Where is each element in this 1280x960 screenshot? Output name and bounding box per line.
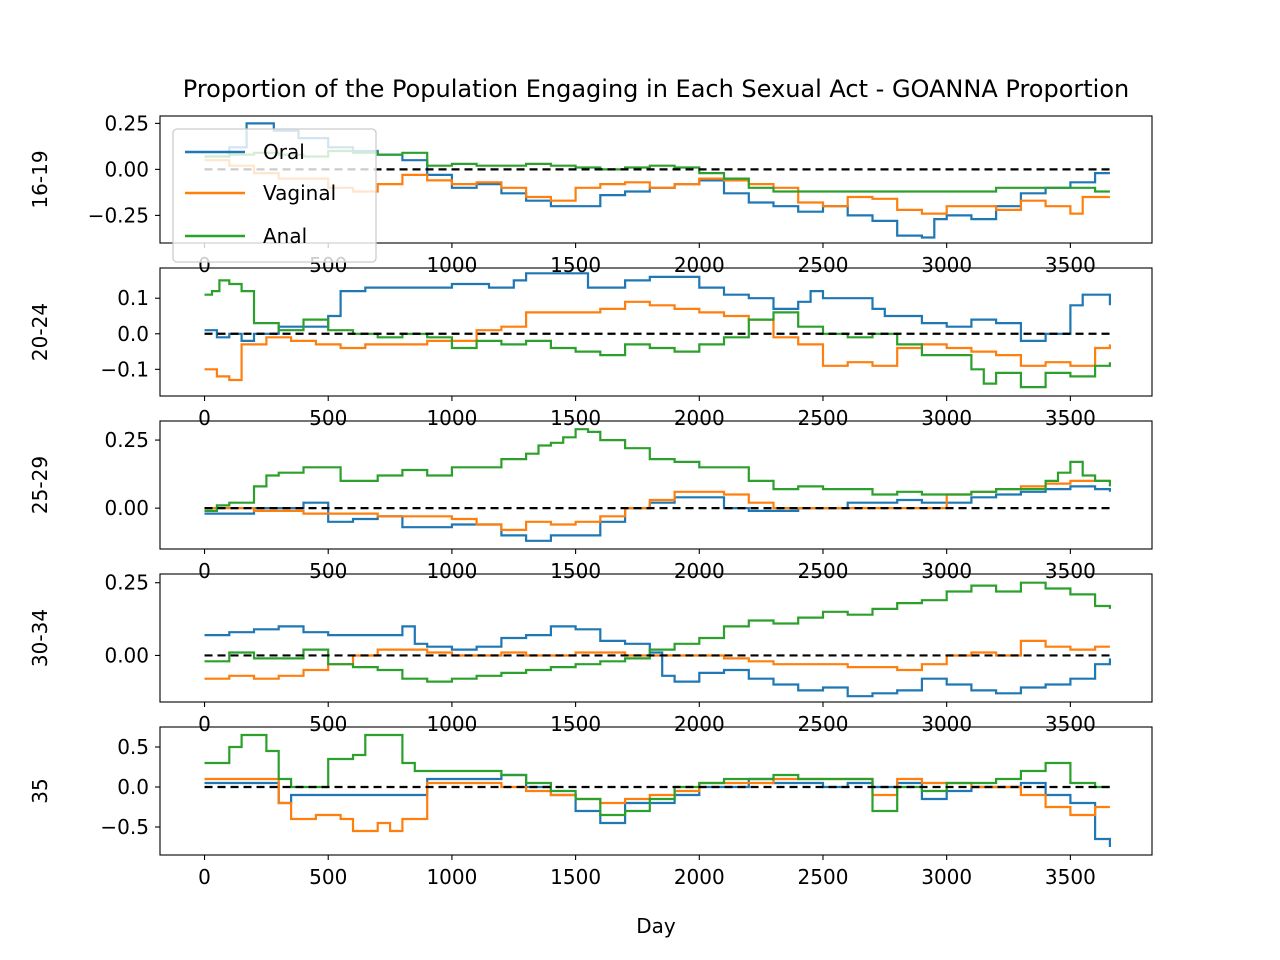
y-axis-label-20-24: 20-24 xyxy=(28,303,52,361)
legend-label-anal: Anal xyxy=(263,224,307,248)
y-tick-label-25-29: 0.00 xyxy=(104,496,149,520)
y-tick-label-16-19: −0.25 xyxy=(88,203,149,227)
subplot-20-24: 0 500 1000 1500 2000 2500 3000 3500 0.1 0.0 −0.1 20… xyxy=(28,267,1153,430)
subplot-16-19: 0 500 1000 1500 2000 2500 3000 35000.250.00−0.2… xyxy=(28,111,1153,277)
plot-area-30-34 xyxy=(204,581,1111,698)
x-tick-label-16-19: 2500 xyxy=(798,253,849,277)
x-tick-label-16-19: 3000 xyxy=(921,253,972,277)
x-tick-label-20-24: 500 xyxy=(309,406,347,430)
x-tick-label-30-34: 3000 xyxy=(921,712,972,736)
x-tick-label-25-29: 1000 xyxy=(426,559,477,583)
x-tick-label-30-34: 2000 xyxy=(674,712,725,736)
axes-frame-30-34 xyxy=(159,573,1153,703)
x-tick-label-30-34: 1500 xyxy=(550,712,601,736)
x-tick-label-35: 1500 xyxy=(550,865,601,889)
x-tick-label-20-24: 3500 xyxy=(1045,406,1096,430)
x-tick-label-20-24: 3000 xyxy=(921,406,972,430)
x-tick-label-35: 500 xyxy=(309,865,347,889)
plot-area-20-24 xyxy=(204,272,1111,389)
legend-label-oral: Oral xyxy=(263,140,305,164)
figure-title: Proportion of the Population Engaging in… xyxy=(183,75,1129,103)
x-tick-label-30-34: 500 xyxy=(309,712,347,736)
x-tick-label-35: 3000 xyxy=(921,865,972,889)
y-tick-label-20-24: −0.1 xyxy=(100,357,149,381)
legend: Oral Vaginal Anal xyxy=(172,128,377,263)
series-line-vaginal-20-24 xyxy=(204,300,1111,382)
plot-area-35 xyxy=(204,733,1111,847)
subplot-25-29: 0 500 1000 1500 2000 2500 3000 3500 0.25 0.00 25-2… xyxy=(28,420,1153,583)
x-tick-label-25-29: 3000 xyxy=(921,559,972,583)
y-axis-label-35: 35 xyxy=(28,778,52,803)
y-tick-label-25-29: 0.25 xyxy=(104,428,149,452)
x-tick-label-35: 3500 xyxy=(1045,865,1096,889)
subplots: 0 500 1000 1500 2000 2500 3000 35000.250.00−0.2… xyxy=(28,111,1153,889)
x-tick-label-25-29: 2500 xyxy=(798,559,849,583)
axes-frame-16-19 xyxy=(159,115,1153,244)
y-tick-label-35: 0.0 xyxy=(117,775,149,799)
x-tick-label-35: 2000 xyxy=(674,865,725,889)
series-line-oral-25-29 xyxy=(204,485,1111,542)
y-tick-label-35: 0.5 xyxy=(117,735,149,759)
x-tick-label-35: 0 xyxy=(198,865,211,889)
x-tick-label-35: 1000 xyxy=(426,865,477,889)
y-tick-label-20-24: 0.1 xyxy=(117,286,149,310)
x-tick-label-25-29: 2000 xyxy=(674,559,725,583)
y-axis-label-30-34: 30-34 xyxy=(28,609,52,667)
series-line-anal-30-34 xyxy=(204,581,1111,683)
x-tick-label-30-34: 0 xyxy=(198,712,211,736)
x-tick-label-25-29: 1500 xyxy=(550,559,601,583)
series-line-anal-20-24 xyxy=(204,279,1111,389)
plot-area-25-29 xyxy=(204,428,1111,542)
series-line-anal-25-29 xyxy=(204,428,1111,512)
x-tick-label-30-34: 3500 xyxy=(1045,712,1096,736)
y-tick-label-30-34: 0.25 xyxy=(104,571,149,595)
x-tick-label-30-34: 2500 xyxy=(798,712,849,736)
x-tick-label-35: 2500 xyxy=(798,865,849,889)
y-axis-label-16-19: 16-19 xyxy=(28,150,52,208)
x-tick-label-20-24: 0 xyxy=(198,406,211,430)
y-tick-label-30-34: 0.00 xyxy=(104,643,149,667)
x-tick-label-25-29: 0 xyxy=(198,559,211,583)
y-tick-label-16-19: 0.25 xyxy=(104,111,149,135)
y-tick-label-20-24: 0.0 xyxy=(117,322,149,346)
subplot-30-34: 0 500 1000 1500 2000 2500 3000 3500 0.25 0.00 30-3… xyxy=(28,571,1153,736)
x-tick-label-20-24: 1000 xyxy=(426,406,477,430)
x-tick-label-16-19: 2000 xyxy=(674,253,725,277)
x-tick-label-30-34: 1000 xyxy=(426,712,477,736)
x-tick-label-20-24: 2000 xyxy=(674,406,725,430)
subplot-35: 0 500 1000 1500 2000 2500 3000 3500 0.5 0.0 −0.5 35 xyxy=(28,726,1153,889)
x-tick-label-20-24: 2500 xyxy=(798,406,849,430)
x-axis-label: Day xyxy=(636,914,676,938)
legend-frame xyxy=(172,128,377,263)
axes-frame-35 xyxy=(159,726,1153,856)
x-tick-label-16-19: 3500 xyxy=(1045,253,1096,277)
x-tick-label-16-19: 1000 xyxy=(426,253,477,277)
axes-frame-20-24 xyxy=(159,267,1153,397)
series-line-oral-30-34 xyxy=(204,625,1111,698)
y-axis-label-25-29: 25-29 xyxy=(28,456,52,514)
axes-frame-25-29 xyxy=(159,420,1153,550)
x-tick-label-25-29: 3500 xyxy=(1045,559,1096,583)
legend-label-vaginal: Vaginal xyxy=(263,181,336,205)
y-tick-label-16-19: 0.00 xyxy=(104,157,149,181)
x-tick-label-25-29: 500 xyxy=(309,559,347,583)
y-tick-label-35: −0.5 xyxy=(100,815,149,839)
x-tick-label-20-24: 1500 xyxy=(550,406,601,430)
